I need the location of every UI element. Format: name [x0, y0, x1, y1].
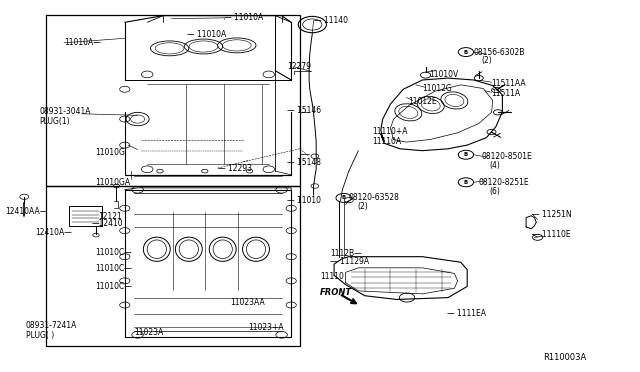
- Text: 11023AA: 11023AA: [230, 298, 265, 307]
- Text: — 11140: — 11140: [314, 16, 348, 25]
- Bar: [46, 15, 300, 186]
- Text: (2): (2): [357, 202, 368, 211]
- Text: 11110: 11110: [320, 272, 344, 281]
- Text: B: B: [464, 49, 468, 55]
- Text: 11023A: 11023A: [134, 328, 164, 337]
- Text: 11012E: 11012E: [408, 97, 437, 106]
- Text: — 11110E: — 11110E: [532, 230, 571, 239]
- Text: 11010A—: 11010A—: [64, 38, 101, 47]
- Bar: [46, 186, 300, 346]
- Text: 11023+A: 11023+A: [248, 323, 284, 332]
- Text: 08931-3041A: 08931-3041A: [40, 107, 91, 116]
- Bar: [69, 206, 102, 226]
- Text: 08120-63528: 08120-63528: [349, 193, 399, 202]
- Text: 1112B—: 1112B—: [330, 249, 362, 258]
- Text: 11012G: 11012G: [422, 84, 452, 93]
- Text: PLUG(1): PLUG(1): [40, 117, 70, 126]
- Text: — 11251N: — 11251N: [532, 210, 572, 219]
- Text: 08120-8251E: 08120-8251E: [479, 178, 529, 187]
- Text: (6): (6): [489, 187, 500, 196]
- Text: B: B: [464, 152, 468, 157]
- Text: R110003A: R110003A: [543, 353, 586, 362]
- Text: 11010G: 11010G: [95, 148, 125, 157]
- Text: 08931-7241A: 08931-7241A: [26, 321, 77, 330]
- Text: 11010C—: 11010C—: [95, 282, 132, 291]
- Text: 11511A: 11511A: [492, 89, 521, 98]
- Text: 08120-8501E: 08120-8501E: [481, 153, 532, 161]
- Text: — 11010: — 11010: [287, 196, 321, 205]
- Text: — 11010A: — 11010A: [187, 30, 226, 39]
- Text: 11010C—: 11010C—: [95, 264, 132, 273]
- Text: — 12293: — 12293: [218, 164, 252, 173]
- Text: 08156-6302B: 08156-6302B: [474, 48, 525, 57]
- Text: — 11010A: — 11010A: [224, 13, 263, 22]
- Text: —12410: —12410: [92, 219, 123, 228]
- Text: — 15148: — 15148: [287, 158, 321, 167]
- Text: B: B: [342, 195, 346, 201]
- Text: 11010C—: 11010C—: [95, 248, 132, 257]
- Text: 12121: 12121: [99, 212, 122, 221]
- Text: 12410AA—: 12410AA—: [5, 207, 47, 216]
- Text: FRONT: FRONT: [320, 288, 352, 296]
- Text: (2): (2): [481, 56, 492, 65]
- Text: — 15146: — 15146: [287, 106, 321, 115]
- Text: PLUG( ): PLUG( ): [26, 331, 54, 340]
- Text: 11511AA: 11511AA: [492, 79, 526, 88]
- Text: B: B: [464, 180, 468, 185]
- Text: 11110+A: 11110+A: [372, 127, 408, 136]
- Text: — 1111EA: — 1111EA: [447, 310, 486, 318]
- Text: (4): (4): [489, 161, 500, 170]
- Text: — 11129A: — 11129A: [330, 257, 369, 266]
- Text: 11010V: 11010V: [429, 70, 458, 79]
- Text: 11010GA: 11010GA: [95, 178, 130, 187]
- Text: 12410A—: 12410A—: [35, 228, 72, 237]
- Text: 12279: 12279: [287, 62, 311, 71]
- Text: 11110A: 11110A: [372, 137, 402, 146]
